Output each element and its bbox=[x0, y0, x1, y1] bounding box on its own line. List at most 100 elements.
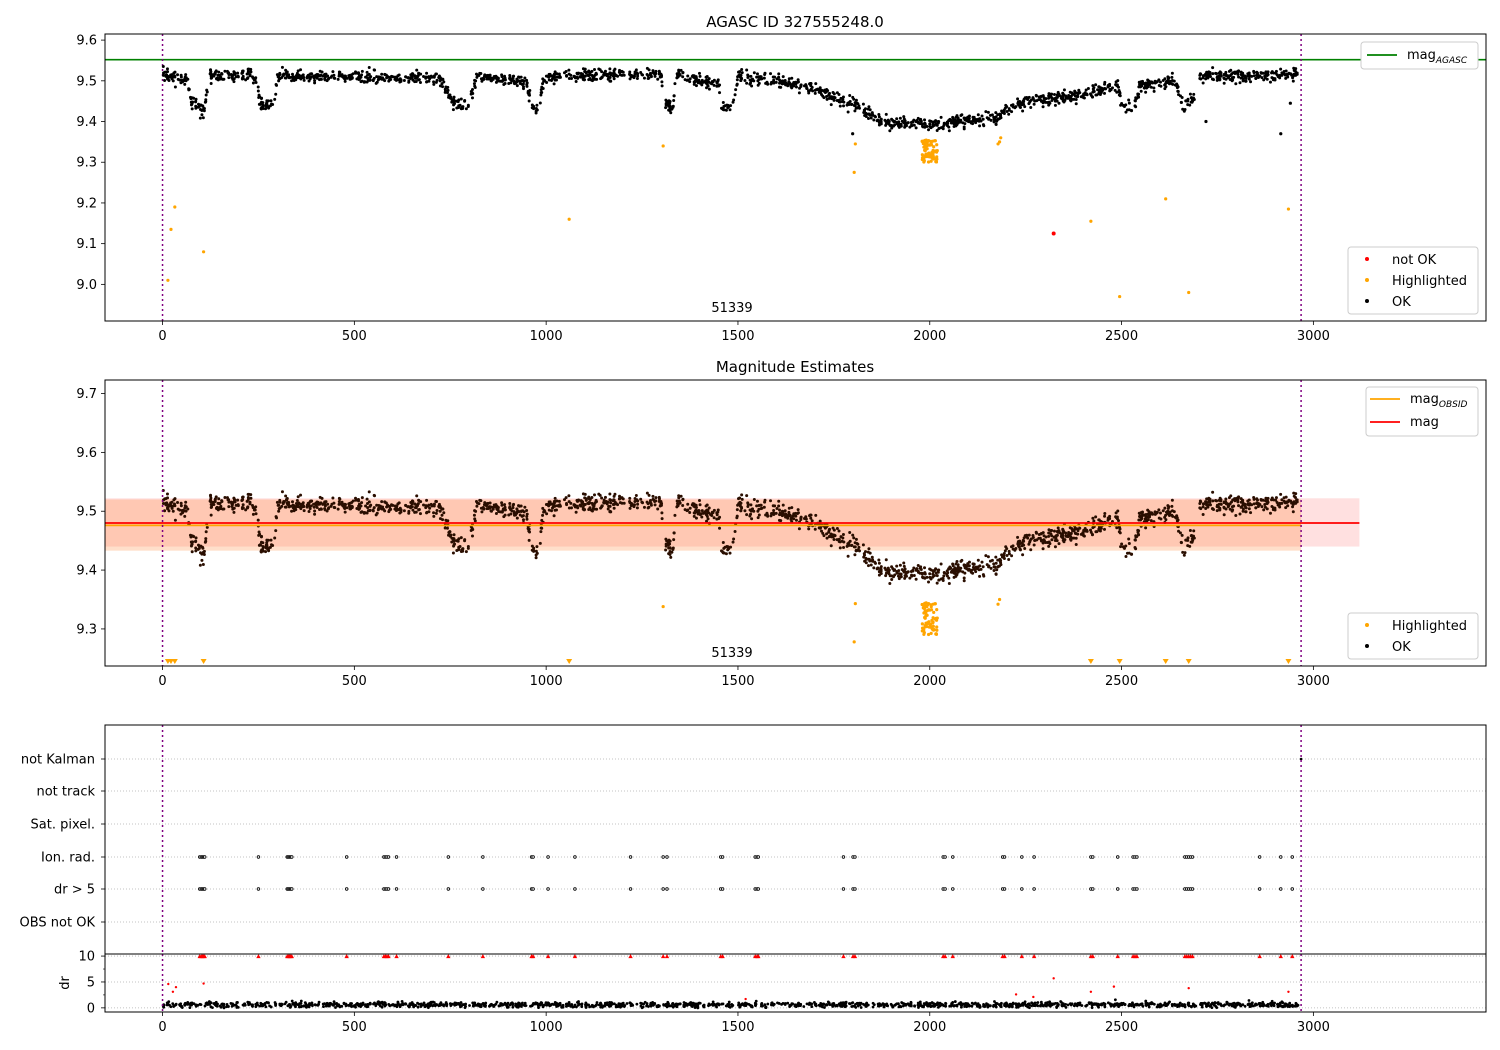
panel1-ok-point bbox=[1274, 69, 1278, 73]
panel2-highlighted-point bbox=[661, 604, 665, 609]
panel1-ok-point bbox=[518, 75, 522, 79]
panel2-ok-point bbox=[282, 500, 286, 504]
panel2-highlighted-point bbox=[997, 597, 1002, 602]
panel2-ok-point bbox=[552, 514, 556, 518]
panel2-ok-point bbox=[766, 514, 770, 518]
panel1-ok-point bbox=[1206, 75, 1210, 79]
panel1-ok-point bbox=[186, 77, 190, 81]
panel1-ok-point bbox=[902, 117, 906, 121]
panel2-ok-point bbox=[942, 574, 946, 578]
panel2-ok-point bbox=[194, 549, 198, 553]
panel3-flag-marker bbox=[446, 887, 451, 891]
panel2-ok-point bbox=[628, 496, 632, 500]
panel3-flag-label: OBS not OK bbox=[20, 916, 96, 931]
panel2-ok-point bbox=[841, 536, 845, 540]
panel2-ok-point bbox=[1151, 512, 1155, 516]
panel2-ok-point bbox=[375, 503, 379, 507]
panel2-ok-point bbox=[955, 560, 959, 564]
panel2-ok-point bbox=[452, 543, 456, 547]
panel2-ok-point bbox=[809, 516, 813, 520]
panel1-ok-point bbox=[790, 76, 794, 80]
panel1-ok-point bbox=[384, 73, 388, 77]
panel2-ok-point bbox=[474, 500, 478, 504]
panel2-ok-point bbox=[432, 514, 436, 518]
panel2-ok-point bbox=[945, 574, 949, 578]
panel2-ok-point bbox=[951, 562, 955, 566]
panel2-ok-point bbox=[1021, 542, 1025, 546]
panel2-ok-point bbox=[464, 550, 468, 554]
panel2-ok-point bbox=[886, 566, 890, 570]
panel2-ok-point bbox=[775, 506, 779, 510]
panel1-ok-point bbox=[987, 117, 991, 121]
panel1-ok-point bbox=[409, 75, 413, 79]
panel2-ok-point bbox=[910, 574, 914, 578]
panel1-ok-point bbox=[187, 87, 191, 91]
panel1-ok-point bbox=[508, 74, 512, 78]
panel1-ok-point bbox=[694, 75, 698, 79]
panel1-ok-point bbox=[437, 76, 441, 80]
panel2-ok-point bbox=[721, 541, 725, 545]
panel2-ok-point bbox=[1102, 527, 1106, 531]
panel2-ok-point bbox=[679, 494, 683, 498]
panel1-ok-point bbox=[509, 78, 513, 82]
panel2-ok-point bbox=[292, 509, 296, 513]
panel2-ok-point bbox=[1016, 542, 1020, 546]
panel2-ok-point bbox=[315, 506, 319, 510]
panel1-ok-point bbox=[357, 72, 361, 76]
panel1-ok-point bbox=[778, 78, 782, 82]
panel1-ok-point bbox=[365, 73, 369, 77]
panel2-ok-point bbox=[197, 546, 201, 550]
panel1-ok-point bbox=[1211, 66, 1215, 70]
panel1-ok-point bbox=[729, 104, 733, 108]
panel1-ok-point bbox=[743, 79, 747, 83]
panel2-ok-point bbox=[210, 505, 214, 509]
panel2-ok-point bbox=[583, 492, 587, 496]
panel2-ok-point bbox=[173, 504, 177, 508]
panel2-ok-point bbox=[500, 501, 504, 505]
panel2-ok-point bbox=[358, 506, 362, 510]
panel2-ok-point bbox=[488, 505, 492, 509]
panel2-ok-point bbox=[1268, 511, 1272, 515]
panel2-ok-point bbox=[179, 501, 183, 505]
panel1-ok-point bbox=[1294, 71, 1298, 75]
panel1-ok-point bbox=[360, 69, 364, 73]
panel2-ok-point bbox=[534, 556, 538, 560]
panel2-ok-point bbox=[1137, 518, 1141, 522]
panel1-ok-point bbox=[413, 74, 417, 78]
panel2-ok-point bbox=[194, 536, 198, 540]
panel1-ok-point bbox=[981, 123, 985, 127]
panel1-xtick-label: 2500 bbox=[1105, 329, 1138, 344]
panel2-ok-point bbox=[1246, 499, 1250, 503]
panel2-ok-point bbox=[231, 507, 235, 511]
panel2-ok-point bbox=[497, 509, 501, 513]
panel1-ok-point bbox=[1055, 95, 1059, 99]
panel2-xtick-label: 1000 bbox=[530, 674, 563, 689]
panel2-ok-point bbox=[567, 494, 571, 498]
panel2-ok-point bbox=[878, 570, 882, 574]
panel2-ok-point bbox=[758, 503, 762, 507]
panel2-ok-point bbox=[1064, 531, 1068, 535]
panel1-ok-point bbox=[231, 77, 235, 81]
panel1-ok-point bbox=[1060, 97, 1064, 101]
panel1-ok-point bbox=[1144, 81, 1148, 85]
panel2-ok-point bbox=[872, 566, 876, 570]
panel2-ok-point bbox=[479, 499, 483, 503]
panel2-ok-point bbox=[1094, 515, 1098, 519]
panel1-ok-point bbox=[994, 115, 998, 119]
panel2-ok-point bbox=[1265, 502, 1269, 506]
panel1-ok-point bbox=[199, 108, 203, 112]
panel2-ok-point bbox=[890, 565, 894, 569]
panel3-flag-marker bbox=[1116, 887, 1120, 891]
panel2-lower-limit-marker bbox=[200, 659, 207, 664]
panel1-ok-point bbox=[884, 112, 888, 116]
panel2-annotation: 51339 bbox=[711, 646, 752, 661]
panel1-ok-point bbox=[634, 68, 638, 72]
panel1-ok-point bbox=[799, 84, 803, 88]
panel2-ok-point bbox=[959, 559, 963, 563]
panel1-ok-point bbox=[329, 75, 333, 79]
panel1-legend-top bbox=[1360, 41, 1479, 70]
panel2-ok-point bbox=[864, 561, 868, 565]
panel2-ok-point bbox=[1072, 536, 1076, 540]
panel1-ok-point bbox=[1095, 93, 1099, 97]
panel2-ok-point bbox=[417, 498, 421, 502]
